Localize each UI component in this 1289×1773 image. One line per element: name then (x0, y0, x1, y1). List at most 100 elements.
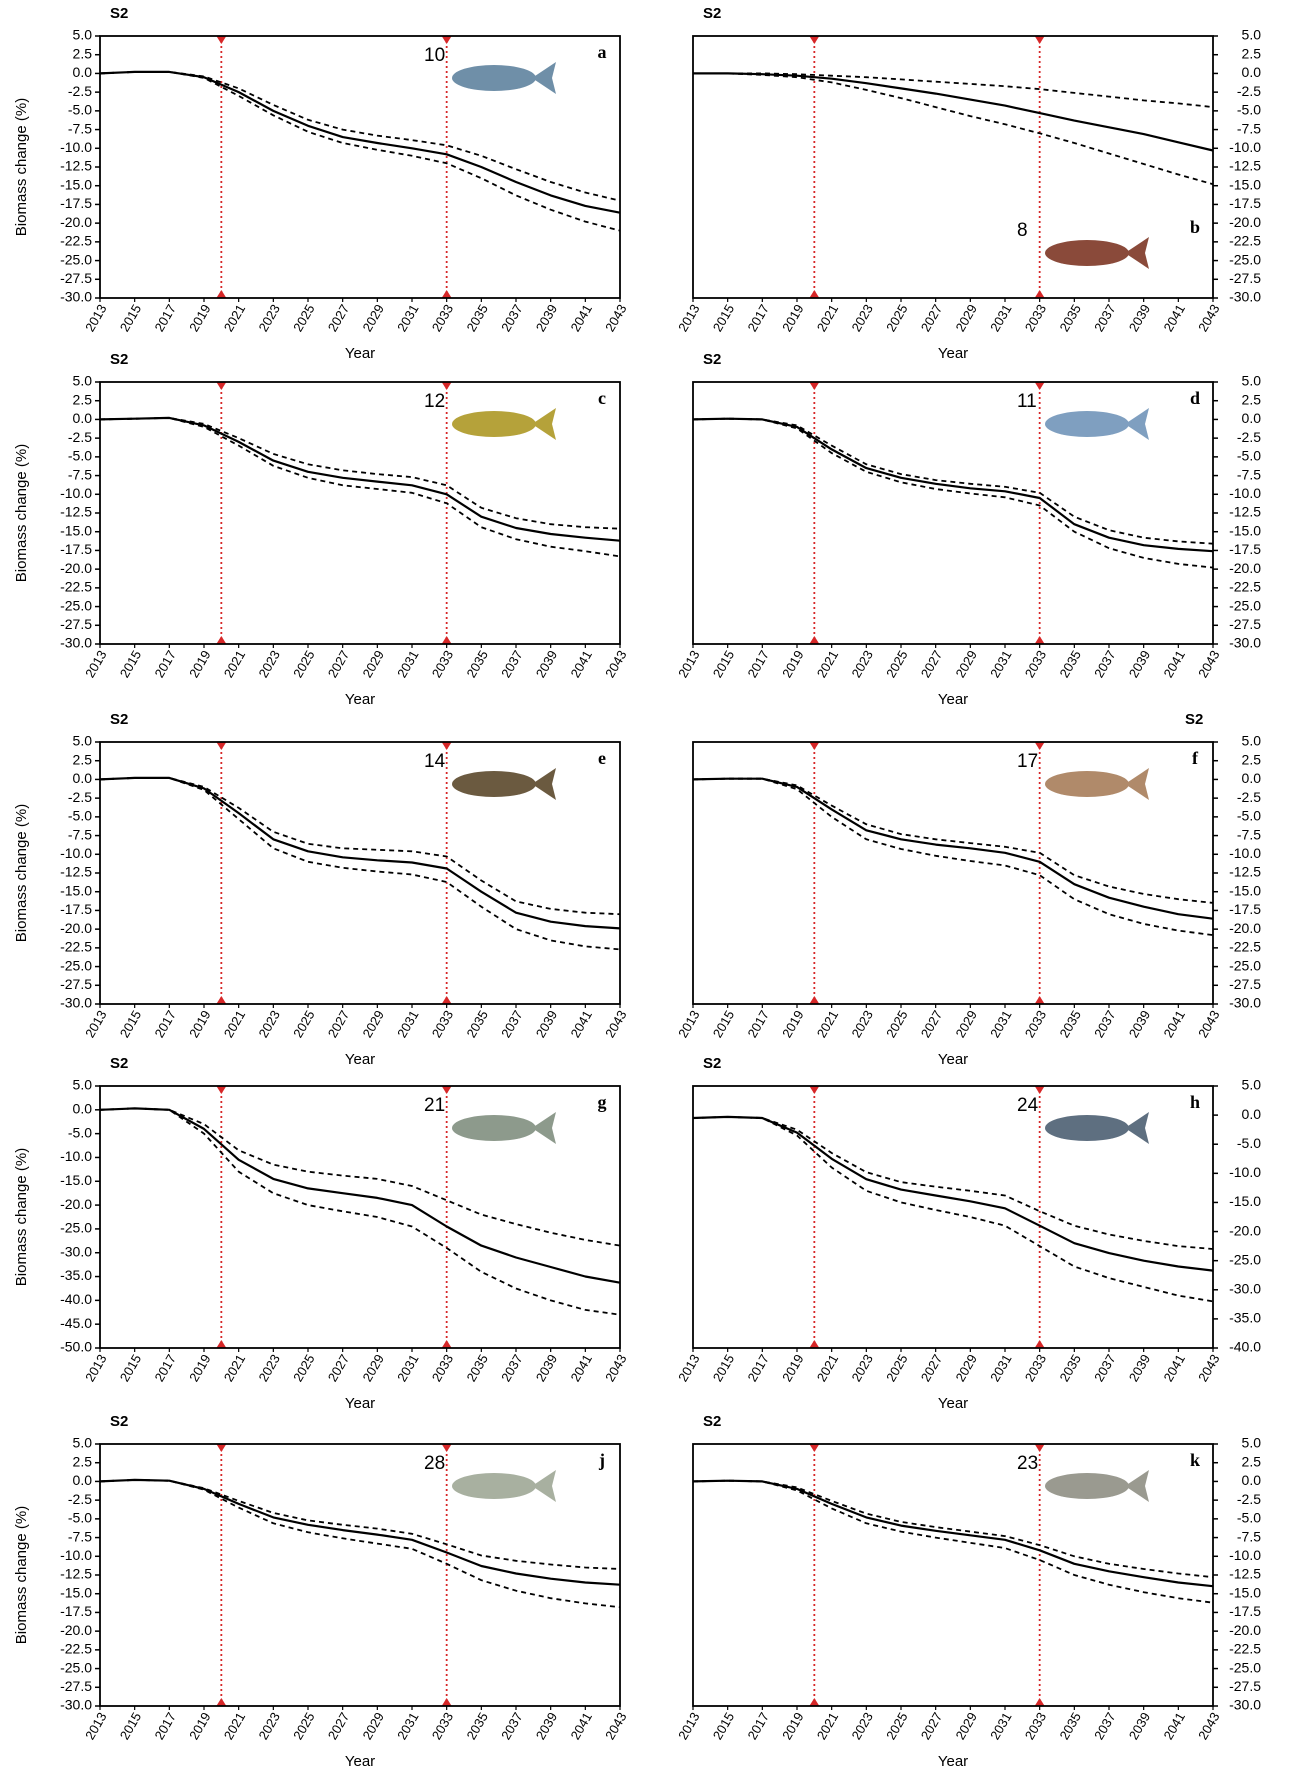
reference-marker (1034, 1086, 1045, 1094)
y-tick-label: -10.0 (60, 1547, 92, 1563)
x-tick-label: 2021 (221, 1352, 248, 1385)
y-tick-label: -35.0 (1229, 1310, 1261, 1326)
x-tick-label: 2033 (429, 1008, 456, 1041)
fish-image (1125, 1112, 1149, 1144)
reference-marker (216, 742, 227, 750)
y-axis-label: Biomass change (%) (13, 98, 30, 236)
species-number: 23 (1017, 1453, 1038, 1474)
y-tick-label: 5.0 (1242, 27, 1262, 43)
x-tick-label: 2027 (325, 302, 352, 335)
y-tick-label: -2.5 (68, 83, 92, 99)
x-tick-label: 2027 (918, 1710, 945, 1743)
x-tick-label: 2031 (987, 648, 1014, 681)
bound-line (99, 71, 621, 232)
x-tick-label: 2023 (848, 648, 875, 681)
species-number: 11 (1017, 391, 1037, 412)
y-tick-label: -7.5 (1237, 466, 1261, 482)
x-tick-label: 2043 (602, 1008, 629, 1041)
y-tick-label: -15.0 (60, 882, 92, 898)
x-tick-label: 2043 (1195, 302, 1222, 335)
x-tick-label: 2023 (848, 1710, 875, 1743)
fish-image (1045, 240, 1129, 266)
y-tick-label: -20.0 (60, 560, 92, 576)
mean-line (692, 1115, 1214, 1272)
y-tick-label: 5.0 (1242, 733, 1262, 749)
y-tick-label: -15.0 (60, 522, 92, 538)
x-tick-label: 2031 (394, 1710, 421, 1743)
fish-image (532, 62, 556, 94)
y-tick-label: -15.0 (1229, 1193, 1261, 1209)
fish-image (1045, 1115, 1129, 1141)
reference-marker (441, 996, 452, 1004)
y-tick-label: -27.5 (60, 616, 92, 632)
x-tick-label: 2017 (151, 1352, 178, 1385)
plot-frame (99, 1443, 621, 1707)
mean-line (692, 777, 1214, 920)
x-tick-label: 2039 (1126, 1352, 1153, 1385)
x-tick-label: 2013 (675, 1710, 702, 1743)
x-tick-label: 2033 (429, 1710, 456, 1743)
y-tick-label: -20.0 (1229, 1222, 1261, 1238)
panel: 5.0 2.5 0.0 -2.5 -5.0 -7.5 -10.0 -12.5 -15.0 -17.… (13, 1413, 630, 1770)
y-tick-label: -15.0 (60, 1172, 92, 1188)
species-number: 14 (424, 751, 446, 772)
reference-marker (809, 1340, 820, 1348)
x-tick-label: 2027 (325, 1352, 352, 1385)
panel-title: S2 (110, 711, 128, 728)
y-tick-label: -35.0 (60, 1267, 92, 1283)
panel-title: S2 (703, 1413, 721, 1430)
x-tick-label: 2019 (186, 1008, 213, 1041)
y-tick-label: -25.0 (1229, 597, 1261, 613)
x-tick-label: 2021 (814, 648, 841, 681)
mean-line (692, 1479, 1214, 1588)
x-tick-label: 2015 (710, 1710, 737, 1743)
x-tick-label: 2037 (1091, 648, 1118, 681)
fish-image (1045, 771, 1129, 797)
y-tick-label: -5.0 (68, 808, 92, 824)
plot-frame (99, 1085, 621, 1349)
x-tick-label: 2037 (1091, 1008, 1118, 1041)
y-tick-label: -5.0 (1237, 808, 1261, 824)
x-tick-label: 2021 (814, 1710, 841, 1743)
x-tick-label: 2015 (710, 302, 737, 335)
x-axis-label: Year (345, 1051, 375, 1068)
y-tick-label: -12.5 (1229, 1566, 1261, 1582)
bound-line (692, 777, 1214, 936)
x-tick-label: 2031 (394, 1008, 421, 1041)
x-tick-label: 2041 (567, 648, 594, 681)
bound-line (693, 72, 1214, 186)
x-tick-label: 2021 (221, 1710, 248, 1743)
reference-marker (441, 1698, 452, 1706)
x-tick-label: 2021 (221, 302, 248, 335)
x-tick-label: 2025 (290, 1008, 317, 1041)
y-tick-label: -27.5 (60, 270, 92, 286)
x-tick-label: 2041 (1160, 302, 1187, 335)
fish-image (1125, 408, 1149, 440)
y-tick-label: 2.5 (1242, 45, 1262, 61)
x-tick-label: 2037 (498, 1710, 525, 1743)
x-tick-label: 2041 (1160, 1352, 1187, 1385)
y-tick-label: -7.5 (68, 466, 92, 482)
panel-letter: d (1190, 388, 1200, 408)
y-tick-label: -15.0 (1229, 882, 1261, 898)
y-tick-label: -10.0 (60, 139, 92, 155)
reference-marker (1034, 36, 1045, 44)
x-tick-label: 2017 (151, 648, 178, 681)
reference-marker (809, 290, 820, 298)
x-tick-label: 2015 (117, 648, 144, 681)
y-tick-label: -30.0 (60, 635, 92, 651)
x-tick-label: 2041 (1160, 648, 1187, 681)
y-tick-label: -25.0 (1229, 251, 1261, 267)
x-tick-label: 2037 (1091, 1352, 1118, 1385)
x-tick-label: 2029 (359, 648, 386, 681)
y-tick-label: -12.5 (1229, 504, 1261, 520)
y-tick-label: -2.5 (68, 1491, 92, 1507)
x-tick-label: 2041 (567, 1710, 594, 1743)
y-tick-label: 2.5 (1242, 751, 1262, 767)
x-tick-label: 2039 (533, 1008, 560, 1041)
y-tick-label: -10.0 (60, 845, 92, 861)
y-tick-label: -45.0 (60, 1315, 92, 1331)
x-axis-label: Year (345, 1753, 375, 1770)
x-tick-label: 2029 (952, 1008, 979, 1041)
